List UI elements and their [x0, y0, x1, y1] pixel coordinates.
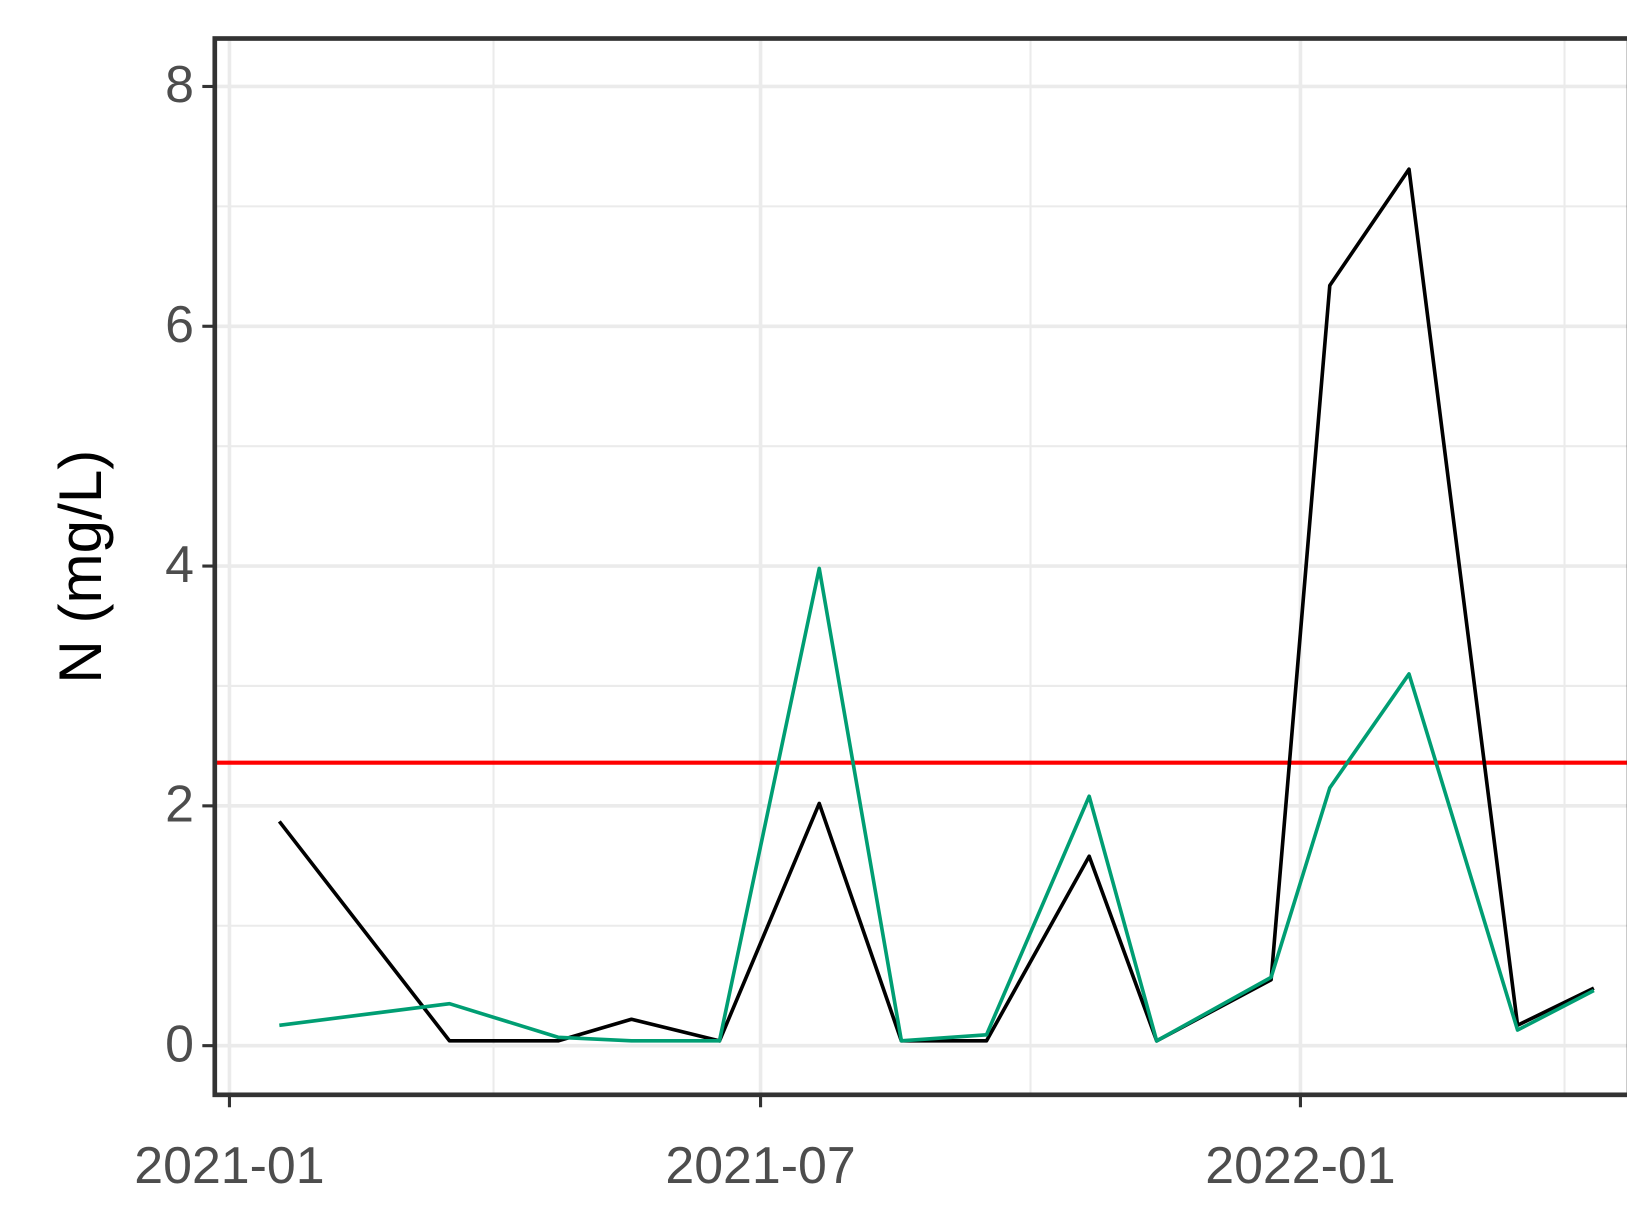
x-tick-label: 2022-01 — [1205, 1136, 1395, 1194]
y-tick-label: 4 — [165, 535, 194, 593]
data-line — [279, 566, 1595, 1043]
plot-border — [212, 36, 1627, 1098]
y-axis-title: N (mg/L) — [47, 450, 114, 684]
y-tick-label: 8 — [165, 55, 194, 113]
y-tick-label: 6 — [165, 295, 194, 353]
x-tick-label: 2021-01 — [134, 1136, 324, 1194]
data-line — [277, 167, 1595, 1043]
x-tick-label: 2021-07 — [665, 1136, 855, 1194]
y-tick-label: 2 — [165, 775, 194, 833]
y-tick-label: 0 — [165, 1014, 194, 1072]
